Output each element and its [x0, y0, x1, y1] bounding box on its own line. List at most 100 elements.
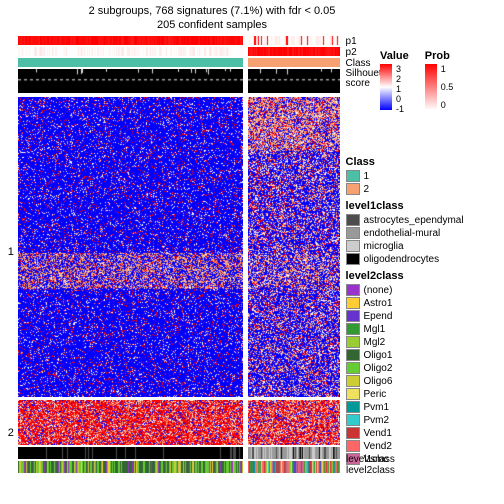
legend-level1-swatch-icon: [346, 214, 360, 226]
legend-level1-swatch-icon: [346, 253, 360, 265]
legend-level2-swatch-icon: [346, 375, 360, 387]
legend-level2-item: Epend: [346, 310, 500, 322]
legend-class-item: 2: [346, 183, 500, 195]
legend-class-label: 2: [364, 184, 370, 195]
class-bar-g2: [248, 58, 340, 67]
legend-level2-label: Mgl1: [364, 324, 386, 335]
legend-level2-swatch-icon: [346, 310, 360, 322]
legend-level2-item: Oligo2: [346, 362, 500, 374]
legend-level1-swatch-icon: [346, 240, 360, 252]
heatmap-g1-r1: [18, 97, 243, 397]
legend-class-item: 1: [346, 170, 500, 182]
heatmap-g1-r2: [18, 400, 243, 445]
legend-level2-swatch-icon: [346, 414, 360, 426]
legend-level2-item: Oligo6: [346, 375, 500, 387]
legend-level1: level1class astrocytes_ependymal endothel…: [346, 200, 500, 266]
legend-level2-label: Epend: [364, 311, 393, 322]
title-line-1: 2 subgroups, 768 signatures (7.1%) with …: [0, 4, 460, 18]
legend-level1-label: endothelial-mural: [364, 228, 441, 239]
legend-level2-swatch-icon: [346, 440, 360, 452]
bottom-annotations: [18, 447, 340, 473]
legend-level2-swatch-icon: [346, 349, 360, 361]
p1-bar-g1: [18, 36, 243, 45]
value-ticks: 3 2 1 0 -1: [396, 64, 404, 110]
legend-level2-label: Vend1: [364, 428, 392, 439]
p1-bar-g2: [248, 36, 340, 45]
legend-level1-label: microglia: [364, 241, 404, 252]
legend-class-swatch-icon: [346, 170, 360, 182]
legend-level1-item: oligodendrocytes: [346, 253, 500, 265]
class-bar-g1: [18, 58, 243, 67]
legend-level2-label: Pvm1: [364, 402, 390, 413]
annot-level1: [18, 447, 340, 459]
legend-class-swatch-icon: [346, 183, 360, 195]
sil-bar-g1: [18, 69, 243, 93]
legend-level2-item: Vend2: [346, 440, 500, 452]
legend-level2-label: Peric: [364, 389, 387, 400]
legend-level2-item: Mgl2: [346, 336, 500, 348]
legend-level1-title: level1class: [346, 200, 500, 212]
sil-bar-g2: [248, 69, 340, 93]
heatmap-area: [18, 36, 340, 475]
legend-level2-label: Oligo2: [364, 363, 393, 374]
legend-level2-label: (none): [364, 285, 393, 296]
legend-level2-swatch-icon: [346, 284, 360, 296]
row-group-labels: 1 2: [4, 36, 18, 475]
legend-level2-item: (none): [346, 284, 500, 296]
legend-level2-item: Peric: [346, 388, 500, 400]
legend-prob-title: Prob: [425, 50, 454, 62]
heatmap-row-group-2: [18, 400, 340, 445]
p2-bar-g1: [18, 47, 243, 56]
legend-level2-swatch-icon: [346, 336, 360, 348]
p2-bar-g2: [248, 47, 340, 56]
title-line-2: 205 confident samples: [0, 18, 460, 32]
legend-level2-label: Vend2: [364, 441, 392, 452]
legend-level2-label: Pvm2: [364, 415, 390, 426]
legend-level2-item: Pvm1: [346, 401, 500, 413]
main-layout: 1 2: [4, 36, 500, 475]
label-level1-bottom: level1class: [346, 454, 395, 465]
level2-bar-g1: [18, 461, 243, 473]
prob-ticks: 1 0.5 0: [441, 64, 454, 110]
row-label-2: 2: [8, 427, 14, 439]
legend-level2-item: Astro1: [346, 297, 500, 309]
legend-level1-label: oligodendrocytes: [364, 254, 440, 265]
legend-level2-label: Oligo6: [364, 376, 393, 387]
level2-bar-g2: [248, 461, 340, 473]
legend-level2-label: Oligo1: [364, 350, 393, 361]
legend-level1-item: astrocytes_ependymal: [346, 214, 500, 226]
legend-value: Value 3 2 1 0 -1: [380, 50, 409, 110]
label-p2: p2: [346, 47, 357, 58]
legend-level1-label: astrocytes_ependymal: [364, 215, 464, 226]
legend-level2-label: Astro1: [364, 298, 393, 309]
legend-class-label: 1: [364, 171, 370, 182]
value-gradient-icon: [380, 64, 392, 110]
legend-level2-item: Oligo1: [346, 349, 500, 361]
heatmap-g2-r2: [248, 400, 340, 445]
legend-level1-item: microglia: [346, 240, 500, 252]
annot-level2: [18, 461, 340, 473]
legend-level2-swatch-icon: [346, 362, 360, 374]
annot-silhouette: [18, 69, 340, 93]
level1-bar-g1: [18, 447, 243, 459]
annot-class: [18, 58, 340, 67]
legend-level2-item: Mgl1: [346, 323, 500, 335]
legend-level2-swatch-icon: [346, 388, 360, 400]
annot-p1: [18, 36, 340, 45]
heatmap-g2-r1: [248, 97, 340, 397]
legend-level2-swatch-icon: [346, 323, 360, 335]
title-block: 2 subgroups, 768 signatures (7.1%) with …: [0, 4, 460, 32]
legend-prob: Prob 1 0.5 0: [425, 50, 454, 110]
label-level2-bottom: level2class: [346, 465, 395, 476]
label-p1: p1: [346, 36, 357, 47]
legend-level2-label: Mgl2: [364, 337, 386, 348]
legend-value-prob-pair: Value 3 2 1 0 -1 Prob 1: [380, 46, 453, 110]
legend-level2-title: level2class: [346, 270, 500, 282]
legend-level2-item: Vend1: [346, 427, 500, 439]
row-label-1: 1: [8, 246, 14, 258]
level1-bar-g2: [248, 447, 340, 459]
legend-class: Class 12: [346, 156, 500, 196]
legend-level2-swatch-icon: [346, 401, 360, 413]
legend-column: p1 p2 Class Silhouette score Value 3 2 1…: [340, 36, 500, 475]
legend-level1-swatch-icon: [346, 227, 360, 239]
